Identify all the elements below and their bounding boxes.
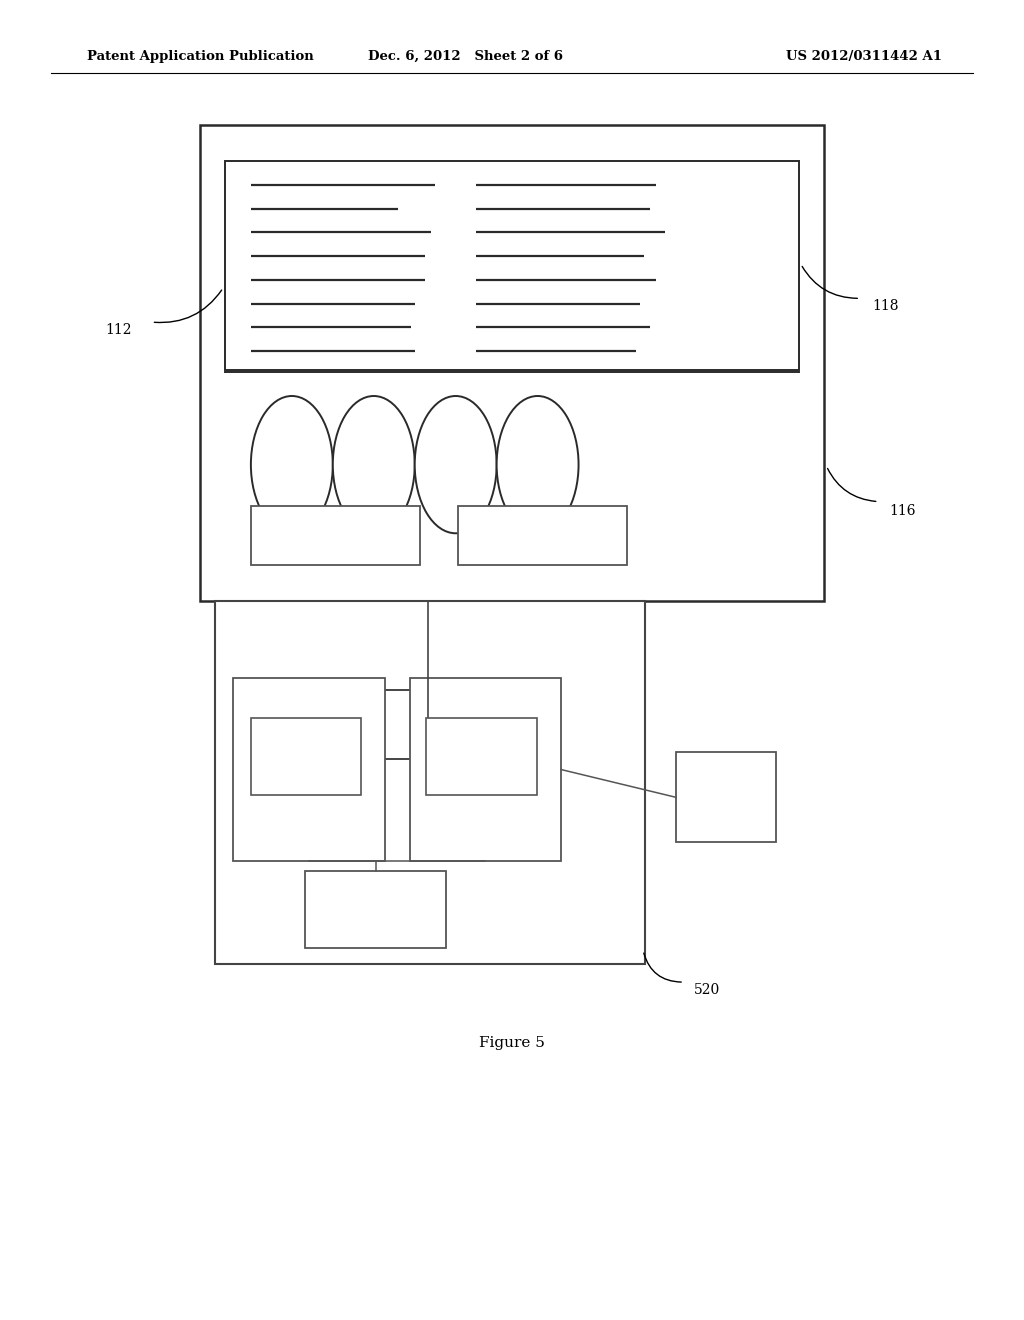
- Text: Patent Application Publication: Patent Application Publication: [87, 50, 313, 63]
- Bar: [369, 690, 486, 759]
- Text: 520: 520: [694, 983, 721, 997]
- Text: Dec. 6, 2012   Sheet 2 of 6: Dec. 6, 2012 Sheet 2 of 6: [369, 50, 563, 63]
- Text: 503: 503: [471, 822, 500, 836]
- Bar: [676, 752, 776, 842]
- Ellipse shape: [251, 396, 333, 533]
- Bar: [225, 161, 799, 370]
- Bar: [251, 506, 420, 565]
- Bar: [410, 678, 561, 861]
- Text: 505: 505: [361, 896, 390, 909]
- Text: 118: 118: [872, 300, 899, 313]
- Bar: [305, 871, 446, 948]
- Bar: [426, 718, 537, 795]
- Bar: [200, 125, 824, 601]
- Text: 502: 502: [295, 822, 324, 836]
- Bar: [251, 718, 361, 795]
- Bar: [215, 601, 645, 964]
- Text: 522: 522: [712, 791, 740, 804]
- Ellipse shape: [497, 396, 579, 533]
- Text: Figure 4: Figure 4: [479, 627, 545, 640]
- Ellipse shape: [333, 396, 415, 533]
- Bar: [458, 506, 627, 565]
- Bar: [233, 678, 385, 861]
- Text: 510: 510: [413, 710, 442, 723]
- Ellipse shape: [415, 396, 497, 533]
- Text: US 2012/0311442 A1: US 2012/0311442 A1: [786, 50, 942, 63]
- Text: 504: 504: [467, 742, 496, 755]
- Text: 112: 112: [105, 323, 132, 337]
- Text: 110: 110: [220, 660, 247, 675]
- Text: 508: 508: [292, 742, 321, 755]
- Text: 116: 116: [889, 504, 915, 517]
- Text: Figure 5: Figure 5: [479, 1036, 545, 1049]
